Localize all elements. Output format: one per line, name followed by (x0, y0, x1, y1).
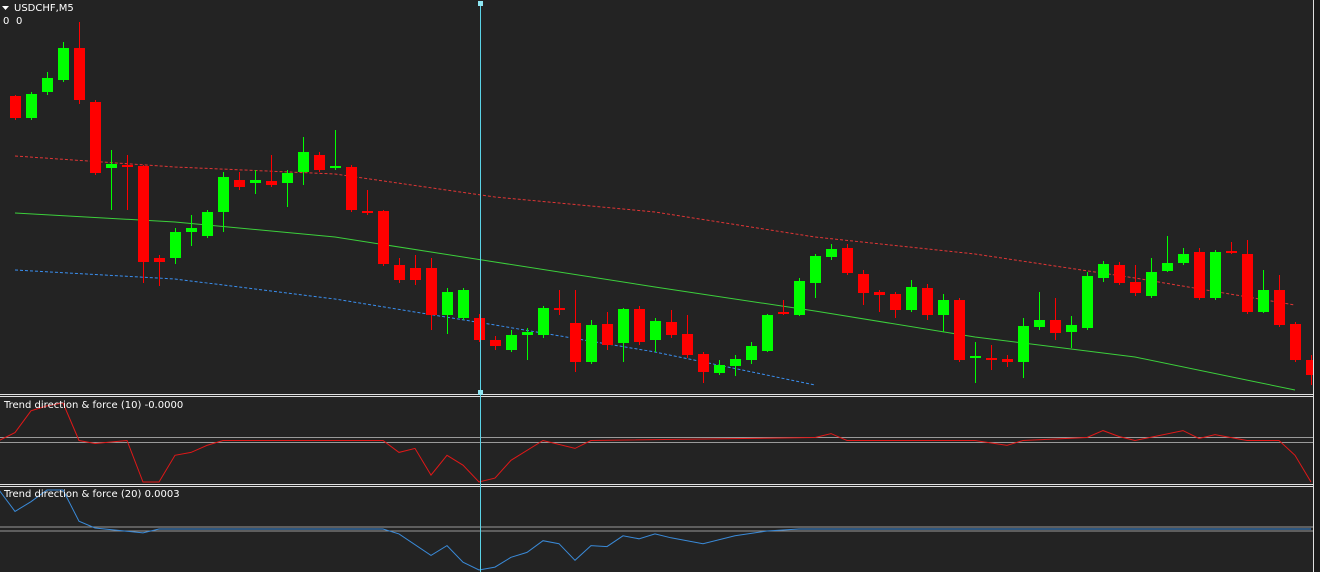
candle-body (858, 274, 869, 293)
candle-body (1242, 254, 1253, 312)
candle-body (506, 335, 517, 350)
candle-body (826, 249, 837, 257)
candle-body (1258, 290, 1269, 312)
readout: 0 (3, 16, 9, 27)
candle-body (586, 325, 597, 362)
candle-body (410, 268, 421, 280)
candle-body (970, 356, 981, 358)
plot-layer (0, 22, 1317, 571)
candle-body (666, 322, 677, 335)
candle-body (170, 232, 181, 258)
indicator-title: Trend direction & force (20) 0.0003 (3, 489, 180, 500)
menu-arrow[interactable] (2, 6, 9, 10)
candle-body (490, 340, 501, 346)
candle-body (810, 256, 821, 283)
candle-body (234, 180, 245, 187)
crosshair-handle (478, 390, 483, 395)
candle-body (426, 268, 437, 315)
candle-body (986, 358, 997, 360)
candle-body (10, 96, 21, 118)
candle-body (554, 308, 565, 310)
candle-body (1130, 282, 1141, 293)
candle-body (346, 167, 357, 210)
candle-body (714, 365, 725, 373)
moving-average (14, 155, 1296, 306)
candle-body (250, 180, 261, 183)
candle-body (362, 211, 373, 213)
candle-body (650, 321, 661, 340)
candle-body (874, 292, 885, 295)
candle-body (938, 300, 949, 315)
crosshair-handle (478, 1, 483, 6)
candle-body (1306, 360, 1317, 375)
candle-body (1178, 254, 1189, 263)
candle-body (602, 324, 613, 345)
candle-body (330, 166, 341, 168)
indicator-line (0, 489, 1311, 571)
candle-body (1002, 359, 1013, 362)
candle-body (58, 48, 69, 80)
candle-body (762, 315, 773, 351)
candle-body (538, 308, 549, 335)
candle-body (522, 332, 533, 335)
candle-body (314, 155, 325, 170)
candle-body (42, 78, 53, 92)
candle-body (1210, 252, 1221, 298)
candle-body (474, 318, 485, 340)
candle-body (778, 312, 789, 314)
candle-body (186, 228, 197, 232)
candle-body (634, 309, 645, 342)
candle-body (138, 166, 149, 262)
candle-body (1018, 326, 1029, 362)
readout: 0 (16, 16, 22, 27)
candle-body (1066, 325, 1077, 332)
candle-body (682, 334, 693, 355)
candle-body (746, 346, 757, 360)
candle-body (1034, 320, 1045, 327)
candle-body (154, 258, 165, 262)
candle-body (570, 323, 581, 362)
candle-body (298, 152, 309, 172)
candle-body (74, 48, 85, 100)
candle-body (106, 164, 117, 168)
candle-body (1194, 252, 1205, 298)
candle-body (1050, 320, 1061, 333)
candle-body (618, 309, 629, 343)
candle-body (1274, 290, 1285, 325)
candle-body (266, 181, 277, 185)
indicator-line (0, 402, 1312, 483)
moving-average (14, 212, 1296, 391)
candle-body (890, 294, 901, 310)
candle-body (1082, 276, 1093, 328)
candle-body (730, 359, 741, 366)
candle-body (458, 290, 469, 318)
symbol-title: USDCHF,M5 (14, 3, 74, 14)
candle-body (442, 292, 453, 315)
candle-body (202, 212, 213, 236)
candle-body (26, 94, 37, 118)
price-scale (1314, 0, 1320, 572)
candle-body (1226, 251, 1237, 253)
candle-body (394, 265, 405, 280)
candle-body (698, 354, 709, 372)
candle-body (1098, 264, 1109, 278)
candle-body (842, 248, 853, 273)
moving-average (14, 269, 816, 386)
indicator-title: Trend direction & force (10) -0.0000 (3, 400, 183, 411)
candle-body (954, 300, 965, 360)
candle-body (1114, 265, 1125, 283)
candle-body (378, 211, 389, 264)
candle-body (906, 287, 917, 310)
candle-body (1162, 263, 1173, 271)
candle-body (282, 173, 293, 183)
candle-body (122, 165, 133, 167)
candle-body (218, 177, 229, 212)
candle-body (1146, 272, 1157, 296)
candle-body (1290, 324, 1301, 360)
candle-body (90, 102, 101, 173)
candle-body (794, 281, 805, 315)
candle-body (922, 288, 933, 315)
